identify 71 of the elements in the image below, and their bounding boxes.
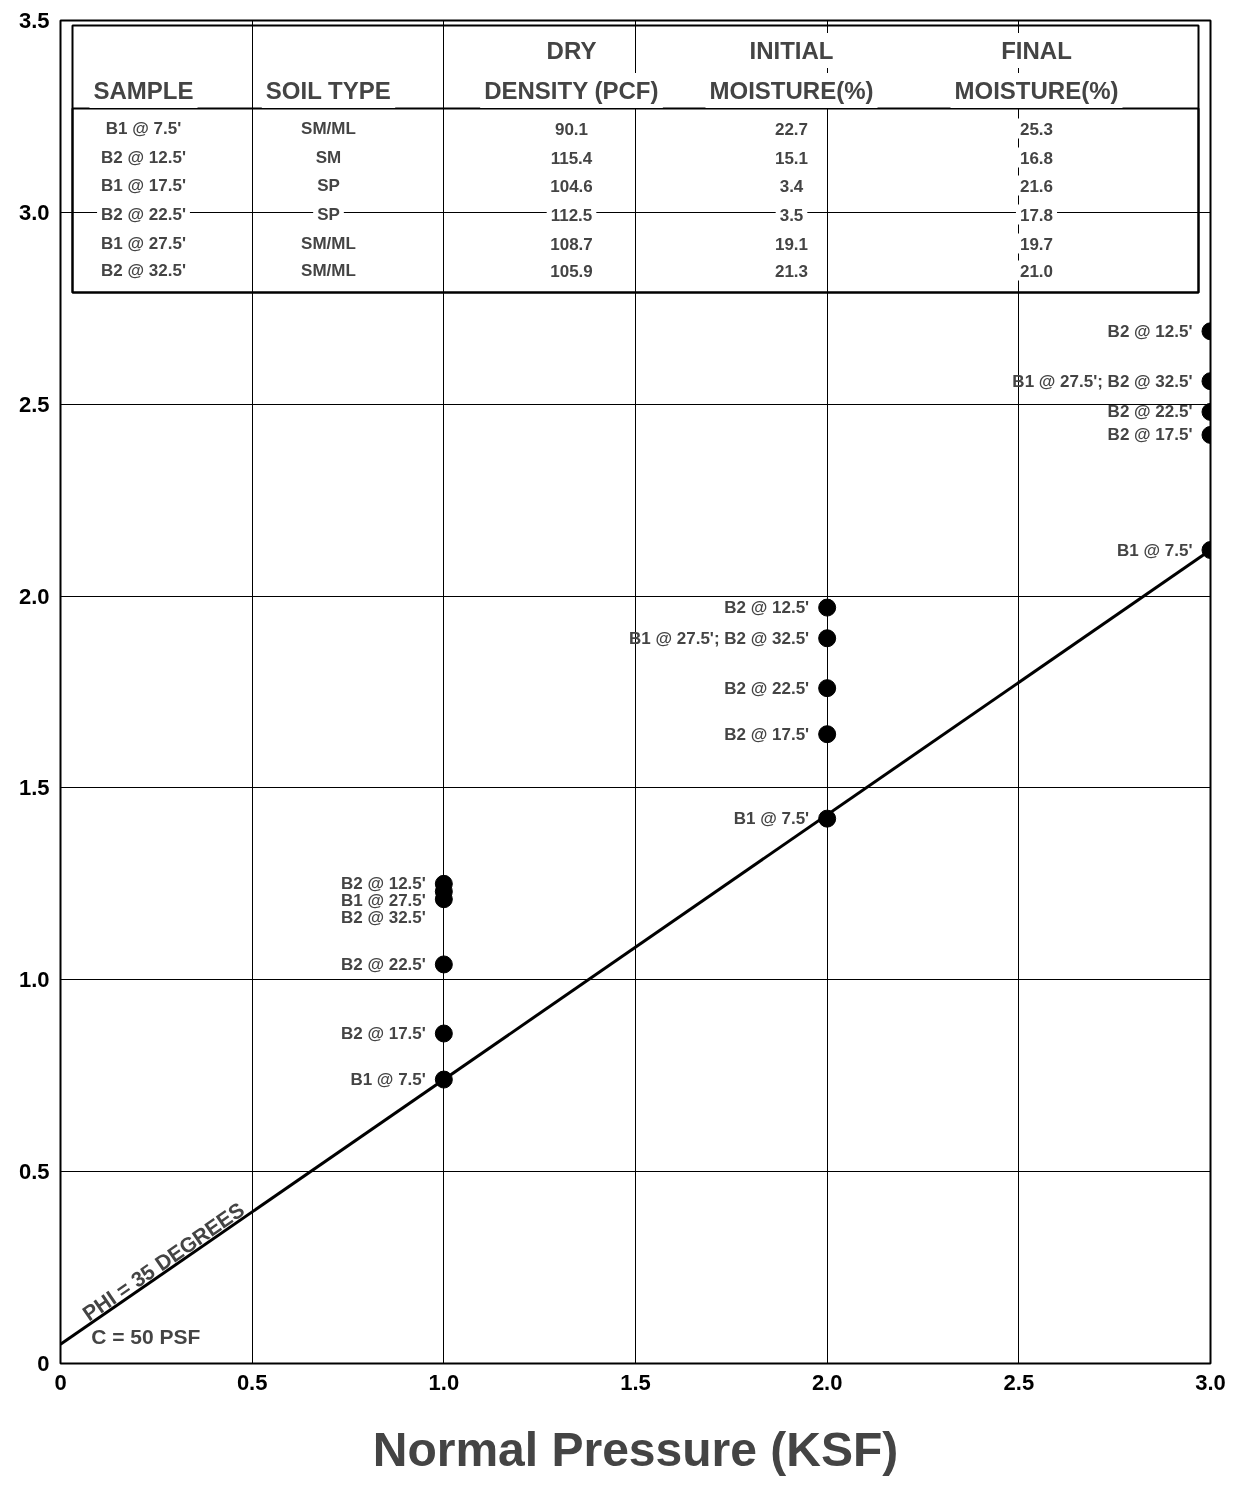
annotation: B1 @ 17.5' [101,176,186,195]
annotation: B2 @ 12.5' [724,598,810,618]
annotation: B1 @ 7.5' [733,809,810,829]
annotation: SOIL TYPE [265,77,391,104]
annotation: B2 @ 12.5' [340,874,426,894]
annotation: 16.8 [1019,148,1054,168]
annotation: 105.9 [550,261,593,281]
annotation: B2 @ 22.5' [724,678,810,698]
annotation: 19.7 [1019,234,1054,254]
annotation: B2 @ 22.5' [1107,402,1193,422]
x-axis-title: Normal Pressure (KSF) [372,1422,899,1476]
annotation: MOISTURE(%) [954,77,1119,104]
annotation: B2 @ 32.5' [101,261,186,280]
annotation: B1 @ 27.5' [101,234,186,253]
annotation: B2 @ 17.5' [340,1024,426,1044]
annotation: B2 @ 22.5' [101,205,186,224]
annotation: 22.7 [774,119,809,139]
x-tick-label: 3.0 [1195,1369,1226,1395]
annotation: 25.3 [1019,119,1054,139]
annotation: FINAL [1001,37,1072,64]
y-tick-label: 3.5 [18,8,50,33]
annotation: 3.5 [779,205,804,225]
annotation: B2 @ 22.5' [340,954,426,974]
annotation: B2 @ 17.5' [1107,425,1193,445]
annotation: B1 @ 7.5' [1117,540,1193,560]
annotation: B2 @ 12.5' [1107,321,1193,341]
annotation: 15.1 [774,148,809,168]
annotation: B1 @ 7.5' [105,119,182,138]
annotation: 19.1 [774,234,809,254]
x-tick-label: 2.0 [811,1369,843,1395]
annotation: SM/ML [301,261,356,280]
annotation: B2 @ 17.5' [724,724,810,744]
annotation: SP [317,205,340,224]
annotation: 90.1 [554,119,589,139]
annotation: INITIAL [749,37,834,64]
annotation: B2 @ 32.5' [340,908,426,928]
annotation: MOISTURE(%) [709,77,874,104]
annotation: SAMPLE [93,77,194,104]
annotation: 108.7 [550,234,593,254]
y-tick-label: 0 [37,1351,50,1376]
annotation: 115.4 [550,148,593,168]
annotation: 17.8 [1019,205,1054,225]
annotation: DRY [546,37,597,64]
y-tick-label: 1.5 [18,775,50,801]
x-tick-label: 0 [54,1369,67,1395]
point [434,1024,453,1043]
annotation: 21.6 [1019,176,1054,196]
annotation: 3.4 [779,176,804,196]
x-tick-label: 2.5 [1003,1369,1035,1395]
y-tick-label: 1.0 [18,967,50,993]
x-tick-label: 1.5 [620,1369,651,1395]
annotation: B1 @ 27.5' [340,891,426,911]
annotation: SM/ML [301,234,356,253]
y-tick-label: 2.5 [18,391,50,417]
annotation: SM [315,148,342,167]
y-tick-label: 0.5 [18,1159,50,1185]
annotation: B1 @ 7.5' [350,1070,426,1090]
annotation: 21.3 [774,261,809,281]
x-tick-label: 0.5 [236,1369,268,1395]
annotation: 21.0 [1019,261,1054,281]
x-tick-label: 1.0 [428,1369,460,1395]
point [434,955,453,974]
annotation: C = 50 PSF [91,1325,201,1349]
y-tick-label: 3.0 [18,199,50,225]
annotation: B2 @ 12.5' [101,148,186,167]
annotation: DENSITY (PCF) [484,77,659,104]
y-tick-label: 2.0 [18,583,50,609]
annotation: SP [317,176,340,195]
annotation: 112.5 [550,205,593,225]
annotation: SM/ML [301,119,356,138]
annotation: 104.6 [550,176,593,196]
